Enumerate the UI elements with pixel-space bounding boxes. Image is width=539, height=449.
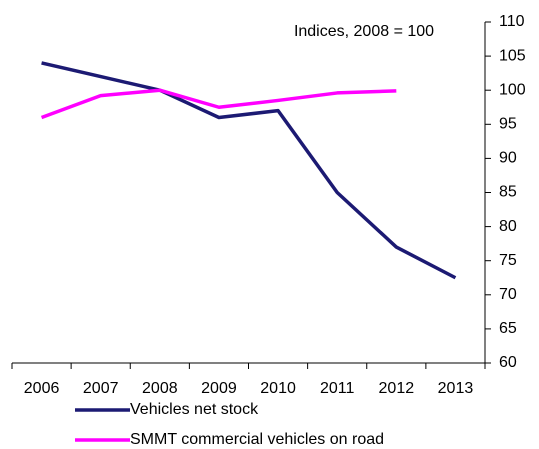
x-tick-label: 2007 [83,380,119,397]
y-tick-label: 75 [499,252,517,269]
y-tick-label: 100 [499,81,526,98]
y-tick-label: 65 [499,320,517,337]
y-tick-label: 90 [499,150,517,167]
legend-label: Vehicles net stock [130,401,259,418]
x-tick-label: 2008 [142,380,178,397]
annotation: Indices, 2008 = 100 [294,23,434,40]
y-tick-label: 85 [499,184,517,201]
x-tick-label: 2011 [320,380,355,397]
x-tick-label: 2009 [201,380,237,397]
y-tick-label: 95 [499,116,517,133]
y-tick-label: 110 [499,13,525,30]
x-tick-label: 2012 [379,380,415,397]
y-tick-label: 70 [499,286,517,303]
series-line [41,61,457,280]
y-tick-label: 80 [499,218,517,235]
x-tick-label: 2013 [438,380,474,397]
legend-label: SMMT commercial vehicles on road [130,431,384,448]
x-tick-label: 2010 [260,380,296,397]
y-tick-label: 105 [499,47,526,64]
x-tick-label: 2006 [24,380,60,397]
y-tick-label: 60 [499,354,517,371]
series-line [40,88,397,120]
